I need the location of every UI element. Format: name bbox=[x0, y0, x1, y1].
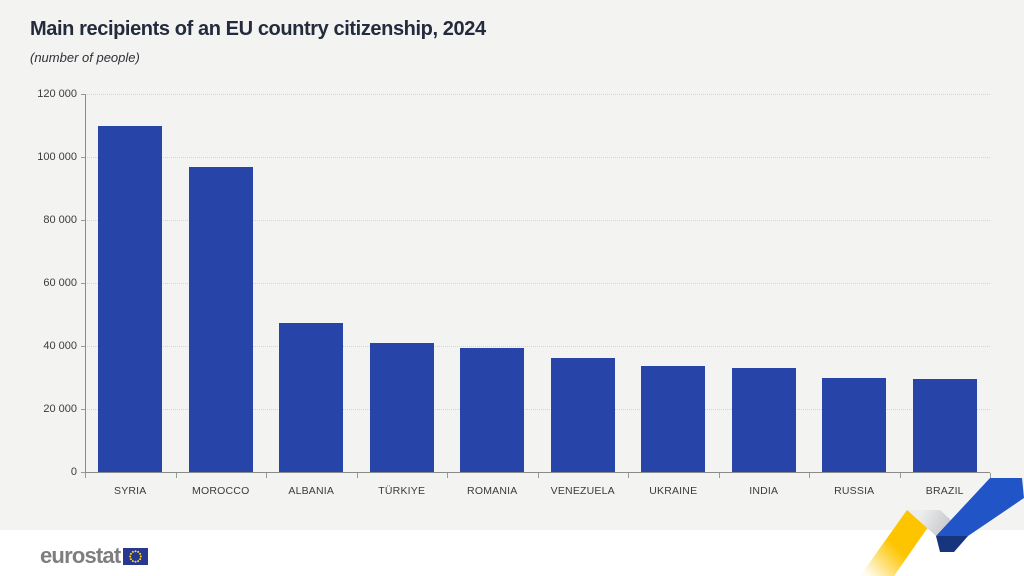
gridline bbox=[85, 346, 990, 347]
y-axis-tick-label: 0 bbox=[70, 466, 77, 478]
y-axis-tick bbox=[81, 283, 85, 284]
bar bbox=[641, 365, 706, 472]
gridline bbox=[85, 157, 990, 158]
eurostat-logo: eurostat bbox=[40, 543, 149, 569]
x-axis-tick bbox=[899, 473, 901, 478]
y-axis-tick bbox=[81, 157, 85, 158]
gridline bbox=[85, 283, 990, 284]
bar bbox=[279, 322, 344, 472]
gridline bbox=[85, 94, 990, 95]
bar bbox=[731, 368, 796, 472]
x-axis-tick bbox=[356, 473, 358, 478]
y-axis-tick bbox=[81, 220, 85, 221]
y-axis-tick bbox=[81, 346, 85, 347]
y-axis-tick-label: 80 000 bbox=[43, 214, 77, 226]
y-axis-line bbox=[85, 94, 86, 472]
gridline bbox=[85, 220, 990, 221]
y-axis-tick-label: 40 000 bbox=[43, 340, 77, 352]
x-axis-category-label: TÜRKIYE bbox=[378, 485, 426, 497]
x-axis-category-label: UKRAINE bbox=[649, 485, 698, 497]
bar bbox=[912, 379, 977, 472]
bar bbox=[822, 377, 887, 472]
page-title: Main recipients of an EU country citizen… bbox=[30, 18, 486, 40]
x-axis-tick bbox=[266, 473, 267, 478]
x-axis-category-label: SYRIA bbox=[113, 485, 147, 497]
y-axis-tick bbox=[81, 472, 85, 473]
x-axis-tick bbox=[447, 473, 448, 478]
x-axis-tick bbox=[85, 473, 86, 478]
x-axis-tick bbox=[537, 473, 539, 478]
x-axis-category-label: ALBANIA bbox=[288, 485, 335, 497]
eu-flag-icon bbox=[123, 547, 149, 565]
x-axis-category-label: BRAZIL bbox=[925, 485, 964, 497]
y-axis-tick bbox=[81, 94, 85, 95]
footer-band bbox=[0, 530, 1024, 576]
x-axis-category-label: ROMANIA bbox=[467, 485, 518, 497]
x-axis-tick bbox=[718, 473, 720, 478]
eurostat-wordmark: eurostat bbox=[40, 543, 121, 568]
bar bbox=[550, 357, 615, 472]
x-axis-category-label: MOROCCO bbox=[192, 485, 250, 497]
chart-subtitle: (number of people) bbox=[30, 50, 140, 65]
gridline bbox=[85, 409, 990, 410]
y-axis-tick-label: 120 000 bbox=[37, 88, 77, 100]
y-axis-tick-label: 20 000 bbox=[43, 403, 77, 415]
y-axis-tick bbox=[81, 409, 85, 410]
bar bbox=[369, 343, 434, 472]
y-axis-tick-label: 100 000 bbox=[37, 151, 77, 163]
x-axis-tick bbox=[628, 473, 629, 478]
x-axis-tick bbox=[990, 473, 991, 478]
x-axis-category-label: RUSSIA bbox=[834, 485, 875, 497]
y-axis-tick-label: 60 000 bbox=[43, 277, 77, 289]
x-axis-category-label: VENEZUELA bbox=[550, 485, 615, 497]
bar bbox=[188, 167, 253, 472]
x-axis-tick bbox=[175, 473, 177, 478]
bar bbox=[460, 348, 525, 472]
x-axis-tick bbox=[809, 473, 810, 478]
bar bbox=[98, 125, 163, 472]
x-axis-category-label: INDIA bbox=[749, 485, 779, 497]
eurostat-ribbon-icon bbox=[860, 478, 1024, 576]
x-axis-line bbox=[85, 472, 990, 473]
